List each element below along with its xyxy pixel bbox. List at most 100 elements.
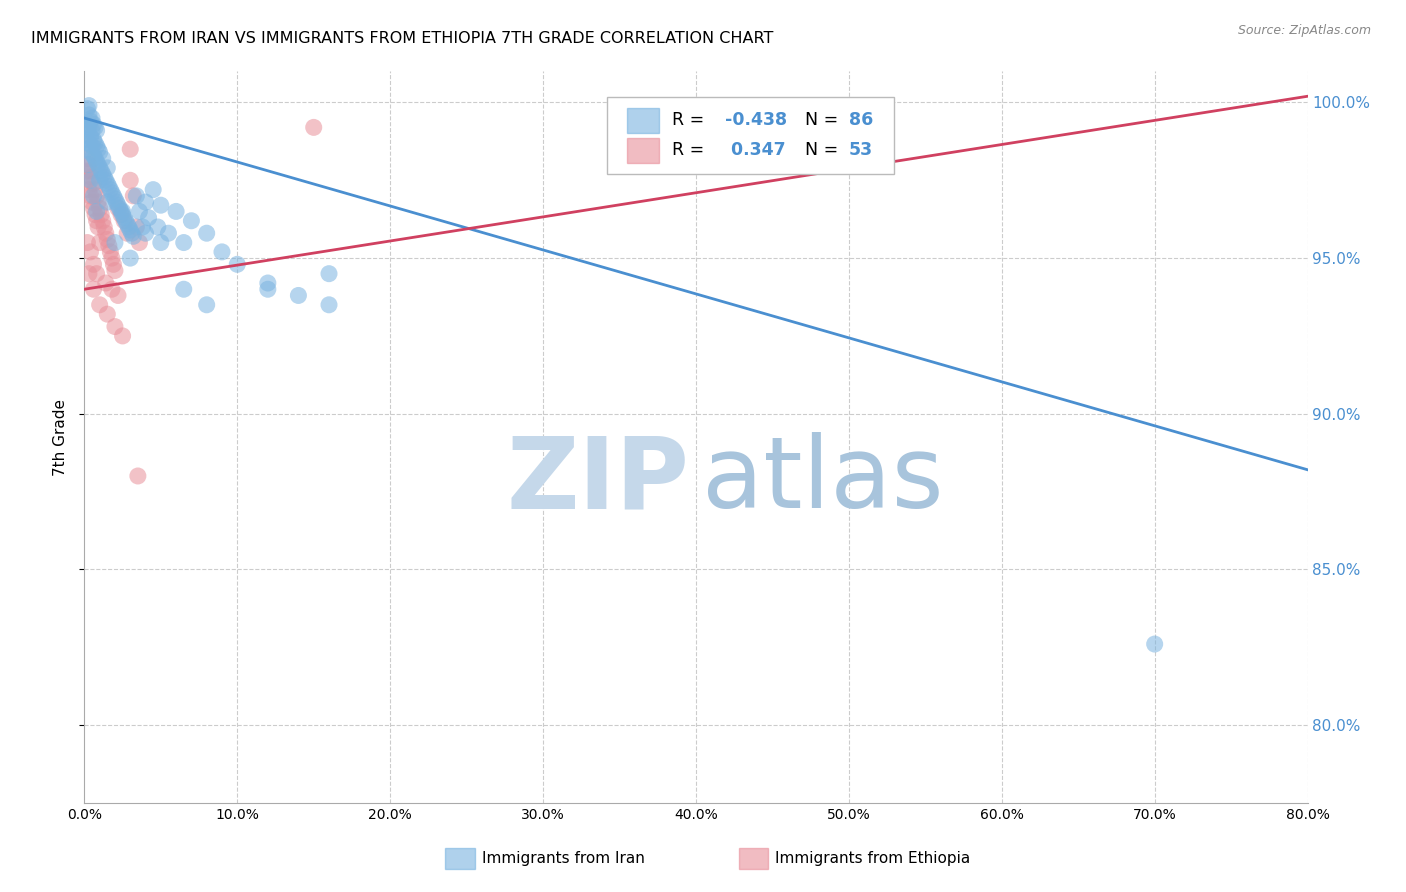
Point [157,226,180,240]
Point [138,211,160,225]
Point [97,179,120,194]
Point [101,186,124,200]
Point [93,170,115,185]
Point [77,267,100,281]
Point [80,123,103,137]
Point [180,213,202,227]
Point [1143,637,1166,651]
Text: R =: R = [672,141,709,160]
Text: Immigrants from Ethiopia: Immigrants from Ethiopia [776,851,970,866]
Point [128,235,150,250]
Text: N =: N = [794,112,844,129]
Point [120,223,142,237]
Point [111,204,134,219]
Point [89,161,111,175]
Point [287,288,309,302]
Point [107,202,129,216]
Point [86,123,108,137]
Point [76,152,98,166]
Text: ZIP: ZIP [508,433,690,530]
Point [83,282,105,296]
Point [104,319,127,334]
Point [122,189,145,203]
Point [135,195,157,210]
Point [107,198,129,212]
Point [96,161,118,175]
Point [79,114,101,128]
Text: N =: N = [794,141,844,160]
Point [83,148,105,162]
Point [114,213,136,227]
FancyBboxPatch shape [446,848,475,869]
Point [90,164,112,178]
Point [94,173,117,187]
Point [173,282,195,296]
Point [110,204,132,219]
FancyBboxPatch shape [627,138,659,163]
Point [75,117,97,131]
Text: R =: R = [672,112,709,129]
Point [101,282,124,296]
Point [94,276,117,290]
Point [115,217,138,231]
Point [257,276,280,290]
Point [96,232,118,246]
Point [125,189,148,203]
Point [83,257,105,271]
Point [149,235,172,250]
Point [76,142,98,156]
Point [77,136,100,150]
Point [318,267,340,281]
Point [257,282,280,296]
Point [226,257,249,271]
Point [98,183,121,197]
Point [83,177,105,191]
FancyBboxPatch shape [627,108,659,133]
Point [86,213,108,227]
Point [173,235,195,250]
Point [104,192,127,206]
Point [83,133,105,147]
Point [142,183,165,197]
Point [76,102,98,116]
Point [91,213,114,227]
Point [195,226,218,240]
Point [120,251,142,265]
Point [120,142,142,156]
Point [77,120,100,135]
Point [108,202,131,216]
Point [89,145,111,160]
Point [75,164,97,178]
Point [87,195,110,210]
Point [120,173,142,187]
Point [79,129,101,144]
Point [111,329,134,343]
Text: -0.438: -0.438 [725,112,787,129]
Point [79,189,101,203]
Point [105,195,128,210]
Text: Immigrants from Iran: Immigrants from Iran [482,851,645,866]
Point [84,183,107,197]
Point [79,173,101,187]
Point [149,198,172,212]
Text: Source: ZipAtlas.com: Source: ZipAtlas.com [1237,24,1371,37]
Point [94,226,117,240]
Point [89,298,111,312]
Point [111,208,134,222]
Point [77,98,100,112]
Point [96,177,118,191]
FancyBboxPatch shape [606,97,894,174]
FancyBboxPatch shape [738,848,768,869]
Point [77,183,100,197]
Point [131,219,153,234]
Point [84,120,107,135]
Point [107,288,129,302]
Point [135,226,157,240]
Point [302,120,325,135]
Point [101,251,124,265]
Point [89,173,111,187]
Point [211,244,233,259]
Point [104,235,127,250]
Point [80,139,103,153]
Point [104,263,127,277]
